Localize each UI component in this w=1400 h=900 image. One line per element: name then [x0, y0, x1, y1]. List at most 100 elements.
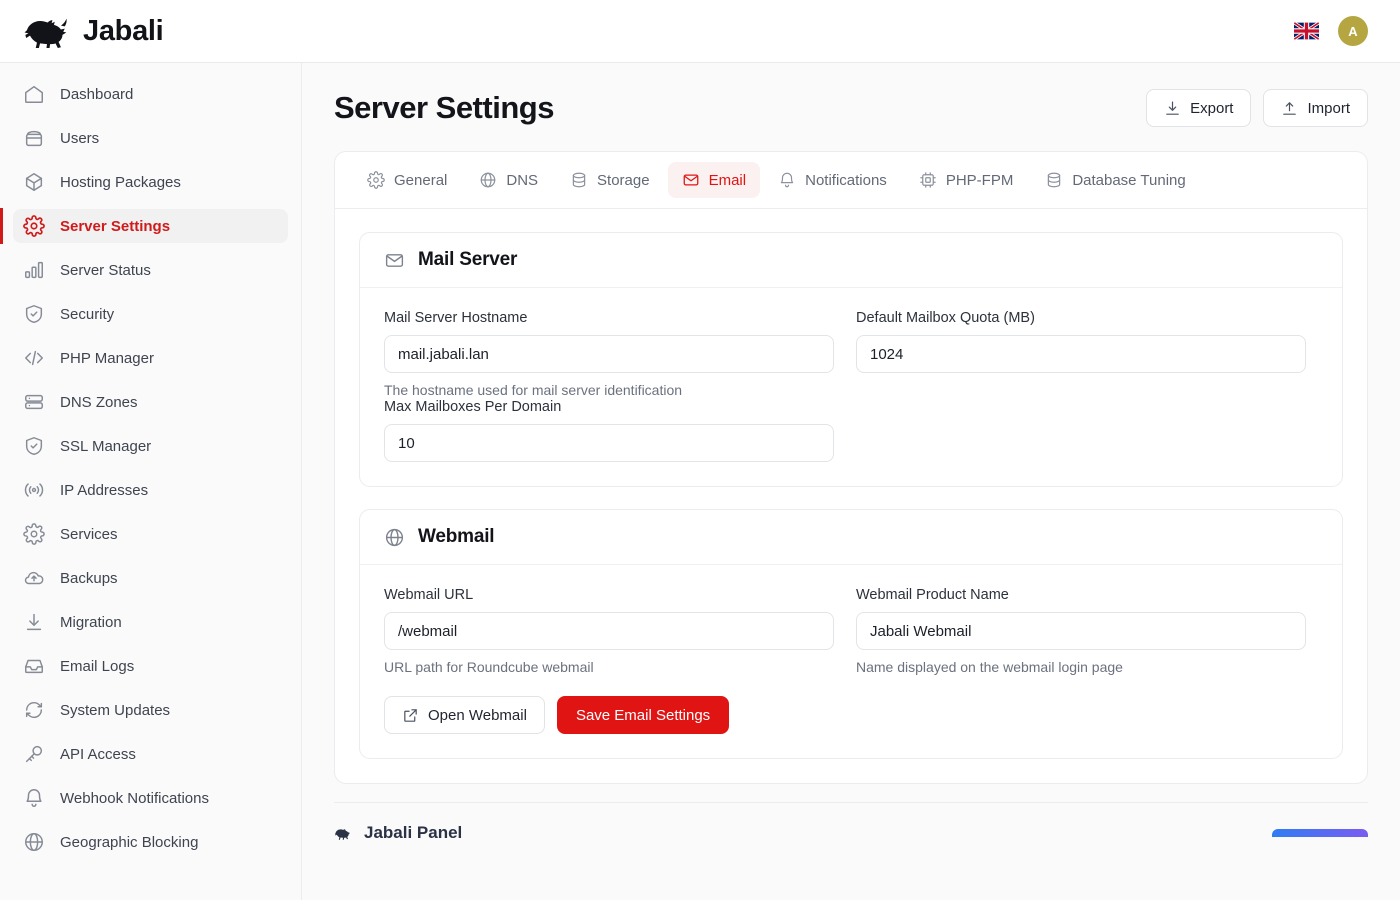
sidebar-item-server-settings[interactable]: Server Settings — [0, 208, 288, 244]
tab-label: PHP-FPM — [945, 171, 1014, 189]
webmail-url-input[interactable] — [384, 612, 834, 650]
sidebar-item-label: SSL Manager — [60, 437, 152, 455]
tab-label: Database Tuning — [1072, 171, 1186, 189]
database-icon — [1048, 172, 1061, 188]
sidebar-item-system-updates[interactable]: System Updates — [13, 693, 288, 727]
sidebar-item-hosting-packages[interactable]: Hosting Packages — [13, 165, 288, 199]
mail-hostname-input[interactable] — [384, 335, 834, 373]
cpu-icon — [920, 172, 936, 188]
page-title: Server Settings — [334, 90, 554, 125]
upload-icon — [1283, 101, 1297, 115]
cloud-upload-icon — [24, 571, 44, 585]
mail-server-card-title: Mail Server — [418, 249, 518, 270]
tab-notifications[interactable]: Notifications — [764, 162, 901, 198]
sidebar-item-label: Hosting Packages — [60, 173, 181, 191]
sidebar-item-label: Backups — [60, 569, 118, 587]
signal-icon — [24, 483, 44, 497]
code-icon — [25, 350, 43, 366]
boar-logo-icon — [24, 18, 67, 48]
webmail-url-label: Webmail URL — [384, 587, 474, 603]
sidebar-item-label: Email Logs — [60, 657, 135, 675]
sidebar-item-services[interactable]: Services — [13, 517, 288, 551]
tab-database-tuning[interactable]: Database Tuning — [1031, 162, 1199, 198]
webmail-product-label: Webmail Product Name — [856, 587, 1009, 603]
sidebar-item-ssl-manager[interactable]: SSL Manager — [13, 429, 288, 463]
webmail-card-body: Webmail URL URL path for Roundcube webma… — [360, 565, 1342, 758]
sidebar-item-label: PHP Manager — [60, 349, 154, 367]
export-button[interactable]: Export — [1146, 89, 1252, 127]
webmail-grid-row-1: Webmail URL URL path for Roundcube webma… — [384, 587, 1318, 676]
sidebar-item-label: Users — [60, 129, 100, 147]
tab-email[interactable]: Email — [667, 162, 761, 198]
sidebar: Dashboard Users Hosting Packages Server … — [0, 63, 302, 900]
refresh-icon — [25, 701, 43, 719]
top-bar-right: A — [1294, 16, 1368, 46]
open-webmail-label: Open Webmail — [428, 706, 527, 724]
sidebar-item-label: Geographic Blocking — [60, 833, 199, 851]
brand[interactable]: Jabali — [22, 14, 164, 48]
sidebar-item-webhook-notifications[interactable]: Webhook Notifications — [13, 781, 288, 815]
sidebar-item-label: Server Settings — [60, 217, 171, 235]
sidebar-item-migration[interactable]: Migration — [13, 605, 288, 639]
bell-icon — [780, 172, 794, 188]
sidebar-item-server-status[interactable]: Server Status — [13, 253, 288, 287]
tab-label: Storage — [597, 171, 650, 189]
server-stack-icon — [25, 394, 43, 410]
field-mail-hostname: Mail Server Hostname The hostname used f… — [384, 310, 834, 399]
database-icon — [572, 172, 586, 188]
mailbox-quota-input[interactable] — [856, 335, 1306, 373]
package-icon — [25, 173, 43, 191]
webmail-actions: Open Webmail Save Email Settings — [384, 696, 1318, 734]
webmail-card-title: Webmail — [418, 526, 495, 547]
sidebar-item-label: Dashboard — [60, 85, 134, 103]
body: Dashboard Users Hosting Packages Server … — [0, 63, 1400, 900]
webmail-product-input[interactable] — [856, 612, 1306, 650]
uk-flag-icon[interactable] — [1294, 22, 1319, 40]
bar-chart-icon — [25, 261, 43, 279]
grid-empty-cell — [856, 399, 1306, 462]
tab-general[interactable]: General — [353, 162, 461, 198]
download-arrow-icon — [26, 613, 42, 631]
inbox-icon — [25, 659, 43, 674]
sidebar-item-backups[interactable]: Backups — [13, 561, 288, 595]
sidebar-item-api-access[interactable]: API Access — [13, 737, 288, 771]
sidebar-item-email-logs[interactable]: Email Logs — [13, 649, 288, 683]
mail-server-grid-row-2: Max Mailboxes Per Domain — [384, 399, 1318, 462]
sidebar-item-dns-zones[interactable]: DNS Zones — [13, 385, 288, 419]
sidebar-item-label: DNS Zones — [60, 393, 138, 411]
panel-body: Mail Server Mail Server Hostname The hos… — [335, 209, 1367, 783]
sidebar-item-geographic-blocking[interactable]: Geographic Blocking — [13, 825, 288, 859]
max-mailboxes-input[interactable] — [384, 424, 834, 462]
tab-label: Email — [708, 171, 747, 189]
field-mailbox-quota: Default Mailbox Quota (MB) — [856, 310, 1306, 399]
tab-php-fpm[interactable]: PHP-FPM — [905, 162, 1028, 198]
main-content: Server Settings Export Import — [302, 63, 1400, 900]
tab-storage[interactable]: Storage — [556, 162, 664, 198]
field-webmail-product-name: Webmail Product Name Name displayed on t… — [856, 587, 1306, 676]
globe-icon — [481, 172, 496, 188]
sidebar-item-php-manager[interactable]: PHP Manager — [13, 341, 288, 375]
sidebar-item-dashboard[interactable]: Dashboard — [13, 77, 288, 111]
sidebar-item-label: System Updates — [60, 701, 171, 719]
tab-dns[interactable]: DNS — [465, 162, 552, 198]
sidebar-item-ip-addresses[interactable]: IP Addresses — [13, 473, 288, 507]
mailbox-quota-label: Default Mailbox Quota (MB) — [856, 310, 1035, 326]
sidebar-item-label: API Access — [60, 745, 136, 763]
mail-server-grid-row-1: Mail Server Hostname The hostname used f… — [384, 310, 1318, 399]
sidebar-item-security[interactable]: Security — [13, 297, 288, 331]
save-email-settings-button[interactable]: Save Email Settings — [556, 696, 730, 734]
import-button[interactable]: Import — [1263, 89, 1368, 127]
brand-name: Jabali — [83, 14, 164, 47]
open-webmail-button[interactable]: Open Webmail — [384, 696, 545, 734]
mail-server-card: Mail Server Mail Server Hostname The hos… — [359, 232, 1343, 487]
top-bar: Jabali A — [0, 0, 1400, 63]
tab-label: Notifications — [805, 171, 887, 189]
sidebar-item-label: Webhook Notifications — [60, 789, 209, 807]
gear-icon — [23, 215, 45, 237]
sidebar-item-users[interactable]: Users — [13, 121, 288, 155]
tab-label: General — [394, 171, 448, 189]
external-link-icon — [404, 708, 417, 722]
avatar[interactable]: A — [1338, 16, 1368, 46]
footer-cta-button[interactable] — [1272, 829, 1368, 837]
home-icon — [25, 85, 43, 103]
